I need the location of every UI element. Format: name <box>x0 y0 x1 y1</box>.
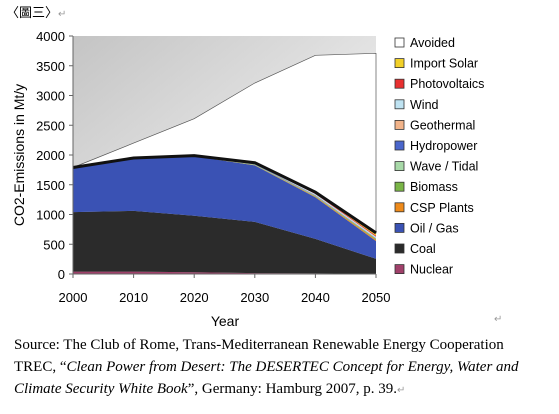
y-tick-label: 1000 <box>36 208 65 223</box>
x-tick-label: 2040 <box>301 290 330 305</box>
area-series-group <box>72 52 377 274</box>
legend-label-avoided: Avoided <box>410 36 455 50</box>
x-tick-label: 2020 <box>180 290 209 305</box>
legend-label-biomass: Biomass <box>410 180 458 194</box>
legend-label-photovoltaics: Photovoltaics <box>410 77 484 91</box>
legend-swatch-hydropower <box>394 140 405 151</box>
source-line-2-prefix: TREC, “ <box>14 359 67 375</box>
legend-label-geothermal: Geothermal <box>410 118 475 132</box>
legend-label-coal: Coal <box>410 242 436 256</box>
area-coal <box>73 210 376 274</box>
y-tick-label: 500 <box>43 237 65 252</box>
figure-label: 〈圖三〉↵ <box>6 2 66 21</box>
x-tick-label: 2010 <box>119 290 148 305</box>
legend-swatch-csp-plants <box>394 202 405 213</box>
y-tick-label: 2500 <box>36 118 65 133</box>
source-line-3-suffix: ”, Germany: Hamburg 2007, p. 39. <box>187 381 397 397</box>
source-line-1: Source: The Club of Rome, Trans-Mediterr… <box>14 337 504 353</box>
legend-label-wind: Wind <box>410 98 439 112</box>
y-tick-label: 3500 <box>36 59 65 74</box>
legend-swatch-import-solar <box>394 58 405 68</box>
legend: Avoided Import Solar Photovoltaics Wind Geot… <box>394 36 484 277</box>
legend-swatch-wind <box>394 99 405 110</box>
source-citation: Source: The Club of Rome, Trans-Mediterr… <box>14 334 554 402</box>
figure-number: 〈圖三〉 <box>6 6 59 21</box>
legend-swatch-wave-tidal <box>394 161 405 172</box>
axes-group: 0 500 1000 1500 2000 2500 3000 3500 4000 2000 2010… <box>36 29 390 305</box>
legend-label-csp-plants: CSP Plants <box>410 201 474 215</box>
legend-swatch-coal <box>394 243 405 254</box>
paragraph-mark-3: ↵ <box>396 385 406 396</box>
paragraph-mark: ↵ <box>58 9 67 20</box>
legend-label-hydropower: Hydropower <box>410 139 477 153</box>
paragraph-mark-2: ↵ <box>494 314 503 325</box>
legend-swatch-nuclear <box>394 264 405 275</box>
y-tick-label: 4000 <box>36 29 65 44</box>
area-nuclear <box>73 271 376 274</box>
y-tick-label: 2000 <box>36 148 65 163</box>
legend-label-wave-tidal: Wave / Tidal <box>410 160 478 174</box>
y-tick-label: 3000 <box>36 89 65 104</box>
x-tick-label: 2000 <box>59 290 88 305</box>
y-tick-label: 1500 <box>36 178 65 193</box>
source-title-part-2: Climate Security White Book <box>14 381 188 397</box>
legend-swatch-photovoltaics <box>394 78 405 89</box>
legend-label-nuclear: Nuclear <box>410 263 453 277</box>
y-tick-label: 0 <box>58 267 65 282</box>
legend-swatch-oil-gas <box>394 222 405 233</box>
x-axis-title: Year <box>211 313 240 329</box>
x-tick-label: 2030 <box>240 290 269 305</box>
legend-swatch-geothermal <box>394 120 405 130</box>
emissions-area-chart: 0 500 1000 1500 2000 2500 3000 3500 4000 2000 2010… <box>11 29 484 329</box>
legend-swatch-biomass <box>394 181 405 192</box>
legend-label-oil-gas: Oil / Gas <box>410 221 459 235</box>
y-axis-title: CO2-Emissions in Mt/y <box>11 84 27 226</box>
legend-label-import-solar: Import Solar <box>410 57 478 71</box>
x-tick-label: 2050 <box>362 290 391 305</box>
energy-total-outline <box>72 154 377 235</box>
area-oil-gas <box>73 156 376 259</box>
legend-swatch-avoided <box>394 37 405 48</box>
source-title-part-1: Clean Power from Desert: The DESERTEC Co… <box>66 359 519 375</box>
